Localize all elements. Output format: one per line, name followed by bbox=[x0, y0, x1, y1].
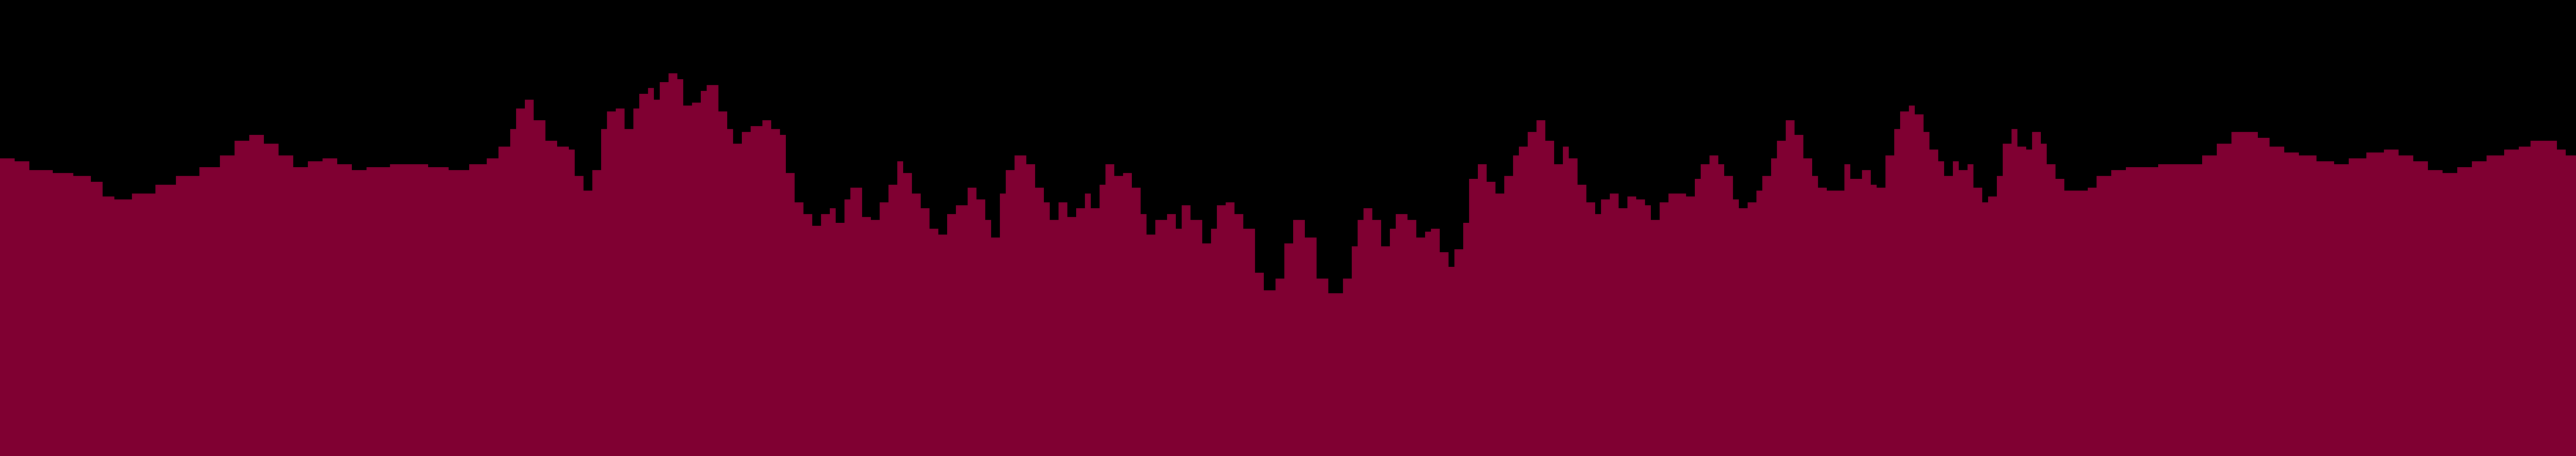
forest-silhouette bbox=[0, 73, 2576, 456]
